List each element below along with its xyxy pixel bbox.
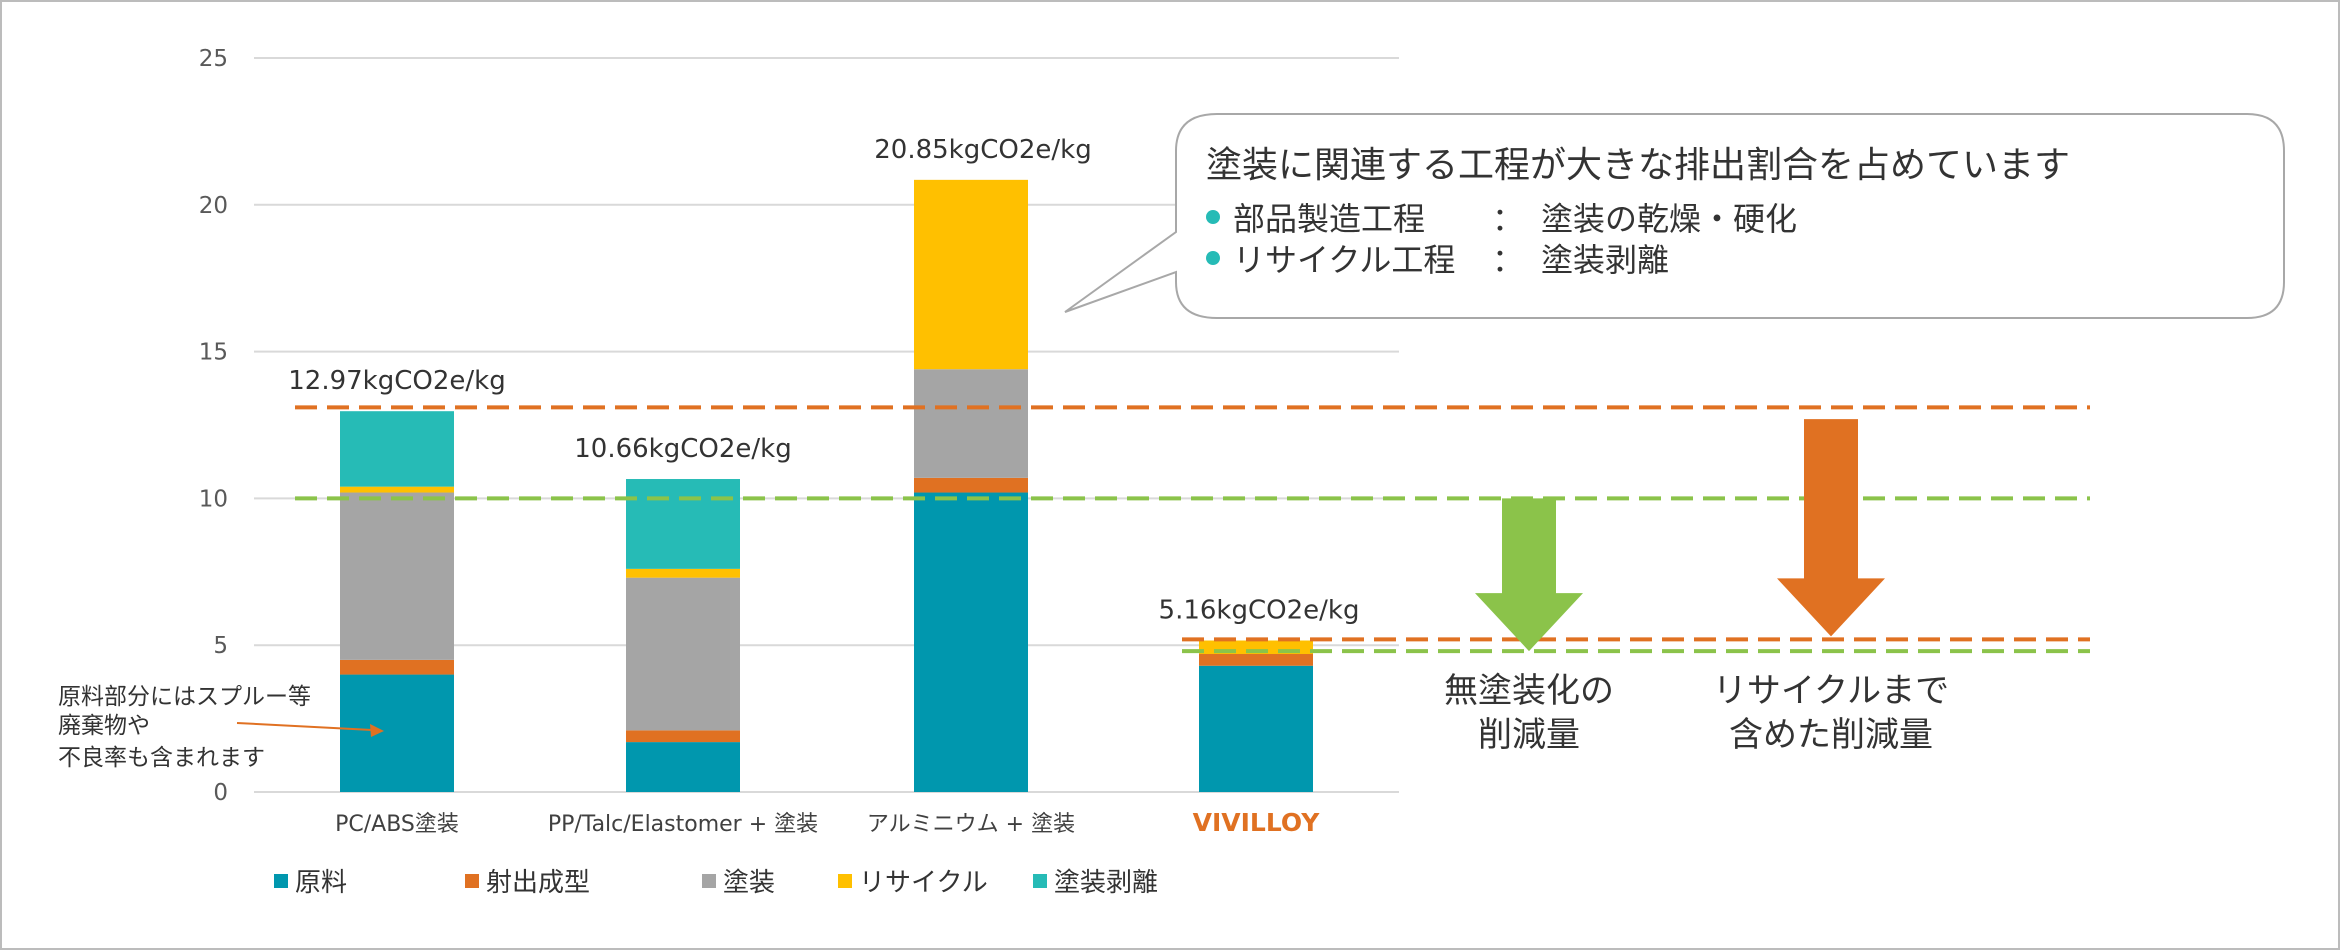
bar-segment (340, 411, 454, 487)
legend: 原料 射出成型 塗装 リサイクル 塗装剥離 (274, 868, 1158, 898)
callout-bubble (1064, 113, 2285, 319)
bar-segment (626, 568, 740, 578)
reduction-arrow (1777, 419, 1885, 637)
bar-segment (626, 577, 740, 731)
callout-bullet-value: 塗装の乾燥・硬化 (1541, 200, 1797, 238)
x-tick-label: VIVILLOY (1193, 808, 1321, 837)
callout-bullet-label: 部品製造工程 (1233, 200, 1425, 238)
legend-swatch (274, 874, 288, 888)
bar-segment (340, 486, 454, 493)
y-tick-label: 5 (213, 633, 228, 659)
total-label: 20.85kgCO2e/kg (874, 135, 1091, 165)
legend-label: 塗装 (723, 868, 775, 898)
x-tick-labels: PC/ABS塗装 PP/Talc/Elastomer + 塗装 アルミニウム + 塗… (335, 808, 1320, 837)
total-labels: 12.97kgCO2e/kg 10.66kgCO2e/kg 20.85kgCO2e/… (288, 135, 1359, 626)
reference-lines (295, 405, 2090, 654)
bar-segment (914, 477, 1028, 493)
x-tick-label: PP/Talc/Elastomer + 塗装 (548, 812, 818, 837)
reduction-arrow (1475, 498, 1583, 652)
bar-segment (340, 492, 454, 660)
total-label: 10.66kgCO2e/kg (574, 434, 791, 464)
annotation: 原料部分にはスプルー等 廃棄物や 不良率も含まれます (58, 684, 384, 771)
bar-segment (914, 492, 1028, 792)
legend-label: 射出成型 (486, 868, 590, 898)
y-tick-label: 0 (213, 780, 228, 806)
x-tick-label: アルミニウム + 塗装 (867, 812, 1075, 837)
bar-segment (340, 659, 454, 675)
callout: 塗装に関連する工程が大きな排出割合を占めています 部品製造工程 ： 塗装の乾燥・… (1064, 113, 2285, 319)
bar-segment (626, 730, 740, 743)
annotation-arrowhead (370, 724, 384, 737)
annotation-line: 原料部分にはスプルー等 (58, 684, 311, 710)
legend-swatch (702, 874, 716, 888)
legend-label: 原料 (295, 868, 347, 898)
callout-bullet-sep: ： (1492, 241, 1524, 279)
annotation-line: 廃棄物や (58, 713, 150, 739)
y-tick-labels: 0 5 10 15 20 25 (199, 46, 228, 806)
callout-bullet-value: 塗装剥離 (1541, 241, 1669, 279)
bar-segment (1199, 665, 1313, 792)
total-label: 12.97kgCO2e/kg (288, 366, 505, 396)
arrow-label: 削減量 (1478, 715, 1580, 755)
callout-title: 塗装に関連する工程が大きな排出割合を占めています (1206, 145, 2070, 186)
bars (340, 179, 1313, 792)
total-label: 5.16kgCO2e/kg (1159, 596, 1360, 626)
y-tick-label: 15 (199, 340, 228, 366)
annotation-arrow (236, 722, 373, 731)
callout-bullet-dot (1206, 251, 1220, 265)
bar-segment (914, 179, 1028, 370)
legend-swatch (1033, 874, 1047, 888)
arrow-label: リサイクルまで (1713, 671, 1949, 711)
legend-swatch (838, 874, 852, 888)
legend-label: リサイクル (859, 868, 988, 898)
y-tick-label: 10 (199, 486, 228, 512)
arrow-label: 無塗装化の (1444, 671, 1614, 711)
arrow-label: 含めた削減量 (1729, 715, 1933, 755)
annotation-line: 不良率も含まれます (58, 745, 265, 771)
legend-swatch (465, 874, 479, 888)
x-tick-label: PC/ABS塗装 (335, 812, 459, 837)
callout-bullet-dot (1206, 210, 1220, 224)
bar-segment (626, 742, 740, 792)
legend-label: 塗装剥離 (1054, 868, 1158, 898)
y-tick-label: 25 (199, 46, 228, 72)
callout-bullet-label: リサイクル工程 (1233, 241, 1455, 279)
y-tick-label: 20 (199, 193, 228, 219)
bar-segment (914, 369, 1028, 478)
bar-segment (340, 674, 454, 792)
bar-segment (1199, 654, 1313, 666)
callout-bullet-sep: ： (1492, 200, 1524, 238)
bar-segment (626, 479, 740, 569)
